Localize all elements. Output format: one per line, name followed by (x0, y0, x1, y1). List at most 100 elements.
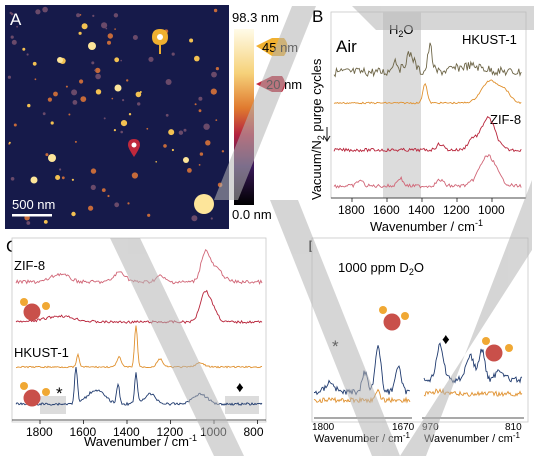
afm-particle (210, 217, 213, 220)
afm-particle (71, 178, 74, 181)
afm-particle (165, 79, 172, 85)
afm-particle (105, 27, 108, 30)
d-trace-right-blue (423, 342, 523, 384)
afm-particle (107, 33, 114, 39)
d-tick-left-2: 1670 (392, 422, 415, 433)
b-frame (330, 11, 527, 199)
afm-particle (74, 140, 77, 143)
afm-particle (72, 100, 78, 105)
afm-particle (210, 88, 217, 95)
afm-particle-large (57, 57, 63, 63)
b-spectra (333, 42, 522, 189)
afm-particle (107, 40, 111, 45)
afm-particle (122, 99, 125, 102)
afm-particle (127, 202, 130, 205)
afm-particle (147, 213, 151, 217)
afm-particle (198, 164, 201, 166)
afm-particle-large (88, 42, 96, 50)
afm-particle (126, 79, 129, 82)
afm-particle (155, 161, 157, 163)
afm-image (5, 5, 229, 229)
afm-particle (13, 123, 17, 127)
afm-particle (11, 39, 17, 45)
afm-particle (131, 172, 138, 179)
afm-particle (101, 188, 106, 193)
afm-particle (171, 52, 175, 56)
colorbar-min-label: 0.0 nm (232, 207, 272, 222)
marker-high-icon (151, 28, 169, 54)
c-diamond-label: ♦ (236, 379, 244, 396)
afm-particle (42, 112, 46, 116)
b-trace-zif-purge (333, 154, 522, 189)
afm-particle (10, 35, 14, 39)
b-tick-label: 1800 (338, 203, 365, 217)
afm-particle (114, 202, 120, 208)
afm-particle (95, 67, 101, 74)
afm-particle (221, 150, 225, 153)
afm-particle (47, 97, 53, 102)
b-zif-label: ZIF-8 (490, 112, 521, 127)
afm-particle (88, 205, 94, 211)
afm-particle (90, 168, 97, 174)
marker-low-icon (128, 139, 140, 157)
b-trace-hkust-purge (333, 79, 522, 105)
afm-particle (171, 148, 174, 152)
afm-particle-large (48, 154, 56, 162)
afm-particle (90, 184, 96, 190)
afm-particle (91, 61, 95, 65)
afm-particle (194, 103, 197, 106)
d-x-axis-label-left: Wavenumber / cm-1 (314, 431, 411, 445)
afm-particle (65, 85, 68, 88)
panel-letter-b: B (312, 7, 323, 26)
d-tick-right-2: 810 (505, 422, 522, 433)
c-tick-label: 1400 (113, 425, 140, 439)
afm-particle-large (114, 84, 122, 92)
c-hkust-label: HKUST-1 (14, 345, 69, 360)
afm-particle (103, 117, 106, 120)
afm-particle (10, 12, 14, 16)
afm-particle (68, 113, 71, 116)
afm-particle-large (194, 194, 214, 214)
afm-particle (61, 176, 65, 180)
afm-particle (35, 9, 41, 15)
afm-particle (215, 119, 218, 121)
afm-particle (45, 153, 49, 157)
b-condition-label: Air (336, 37, 357, 56)
panel-b: B Air H2O HKUST-1 ZIF-8 Vacuum/N2 purge … (309, 7, 527, 234)
afm-particle (95, 73, 101, 80)
afm-particle (139, 91, 142, 93)
afm-particle (80, 96, 87, 102)
c-trace-zif-2 (15, 289, 263, 324)
c-trace-hkust-2 (15, 366, 263, 407)
c-trace-hkust-1 (15, 325, 263, 369)
b-y-arrow-icon (323, 127, 331, 142)
d-trace-right-orange (423, 387, 523, 397)
afm-particle (27, 103, 31, 108)
b-hkust-label: HKUST-1 (462, 32, 517, 47)
afm-particle (135, 91, 142, 98)
afm-particle (165, 113, 169, 117)
afm-particle (113, 13, 119, 18)
b-tick-label: 1400 (408, 203, 435, 217)
b-water-band (383, 12, 421, 198)
afm-particle (71, 211, 76, 217)
afm-particle (198, 109, 202, 113)
afm-particle (114, 57, 120, 63)
afm-particle (53, 91, 58, 97)
afm-particle (8, 141, 11, 144)
afm-particle (183, 128, 187, 132)
afm-particle (32, 61, 37, 66)
afm-particle (26, 53, 29, 56)
afm-particle (34, 78, 37, 81)
afm-particle (50, 121, 54, 125)
afm-particle (95, 89, 102, 95)
afm-particle (146, 127, 149, 130)
b-x-axis-label: Wavenumber / cm-1 (370, 218, 483, 234)
afm-particle (113, 129, 116, 132)
c-tick-label: 1800 (26, 425, 53, 439)
d-molecule-icon-2 (482, 337, 513, 362)
afm-particle (191, 215, 198, 222)
c-molecule-icon-2 (20, 382, 50, 407)
afm-particle (194, 55, 200, 62)
afm-particle (55, 175, 61, 180)
